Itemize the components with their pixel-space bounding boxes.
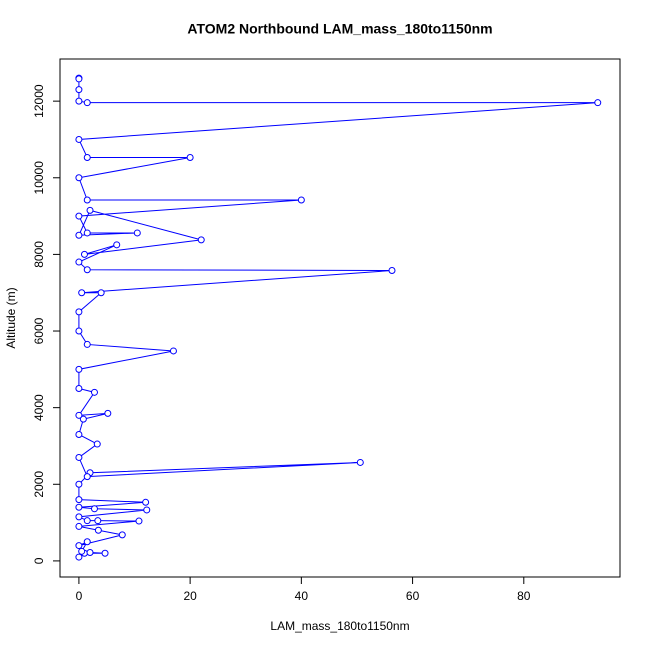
data-point [75,135,83,143]
data-point [94,526,102,534]
x-tick-label: 0 [76,589,83,603]
data-point [75,86,83,94]
data-point [356,458,364,466]
x-tick-label: 80 [517,589,531,603]
data-point [75,513,83,521]
data-point [75,97,83,105]
data-point [135,517,143,525]
data-point [86,548,94,556]
data-point [80,250,88,258]
y-tick-label: 2000 [32,471,46,498]
data-point [75,258,83,266]
data-point [93,440,101,448]
y-tick-label: 8000 [32,241,46,268]
data-point [75,231,83,239]
data-point [75,522,83,530]
data-point [83,473,91,481]
data-point [75,453,83,461]
data-line [77,78,598,558]
data-point [75,542,83,550]
y-tick-label: 4000 [32,394,46,421]
data-point [297,196,305,204]
data-point [75,212,83,220]
data-point [75,327,83,335]
data-point [75,553,83,561]
data-point [75,411,83,419]
data-point [143,506,151,514]
data-point [113,241,121,249]
data-point [83,99,91,107]
data-point [75,496,83,504]
data-point [90,505,98,513]
y-axis-label: Altitude (m) [4,287,18,348]
data-point [75,384,83,392]
data-point [90,388,98,396]
y-tick-label: 12000 [32,84,46,118]
data-point [75,365,83,373]
data-point [97,289,105,297]
data-point [75,75,83,83]
data-point [78,547,86,555]
data-point [75,430,83,438]
y-tick-label: 10000 [32,161,46,195]
data-point [169,347,177,355]
x-tick-label: 60 [406,589,420,603]
data-point [388,266,396,274]
data-point [75,174,83,182]
data-point [104,409,112,417]
data-point [86,206,94,214]
data-point [83,229,91,237]
data-point [186,153,194,161]
data-point [75,503,83,511]
data-point [94,517,102,525]
data-point [75,480,83,488]
data-point [83,538,91,546]
x-tick-label: 20 [183,589,197,603]
data-point [118,531,126,539]
data-point [83,517,91,525]
data-point [78,289,86,297]
x-tick-label: 40 [295,589,309,603]
data-point [79,415,87,423]
data-point [101,549,109,557]
data-point [83,266,91,274]
chart-title: ATOM2 Northbound LAM_mass_180to1150nm [187,21,492,37]
data-point [83,196,91,204]
data-point [133,229,141,237]
y-tick-label: 6000 [32,317,46,344]
data-point [83,340,91,348]
data-point [142,498,150,506]
data-point [197,236,205,244]
data-point [83,153,91,161]
data-point [75,308,83,316]
y-tick-label: 0 [32,557,46,564]
data-point [594,99,602,107]
x-axis-label: LAM_mass_180to1150nm [270,619,409,633]
